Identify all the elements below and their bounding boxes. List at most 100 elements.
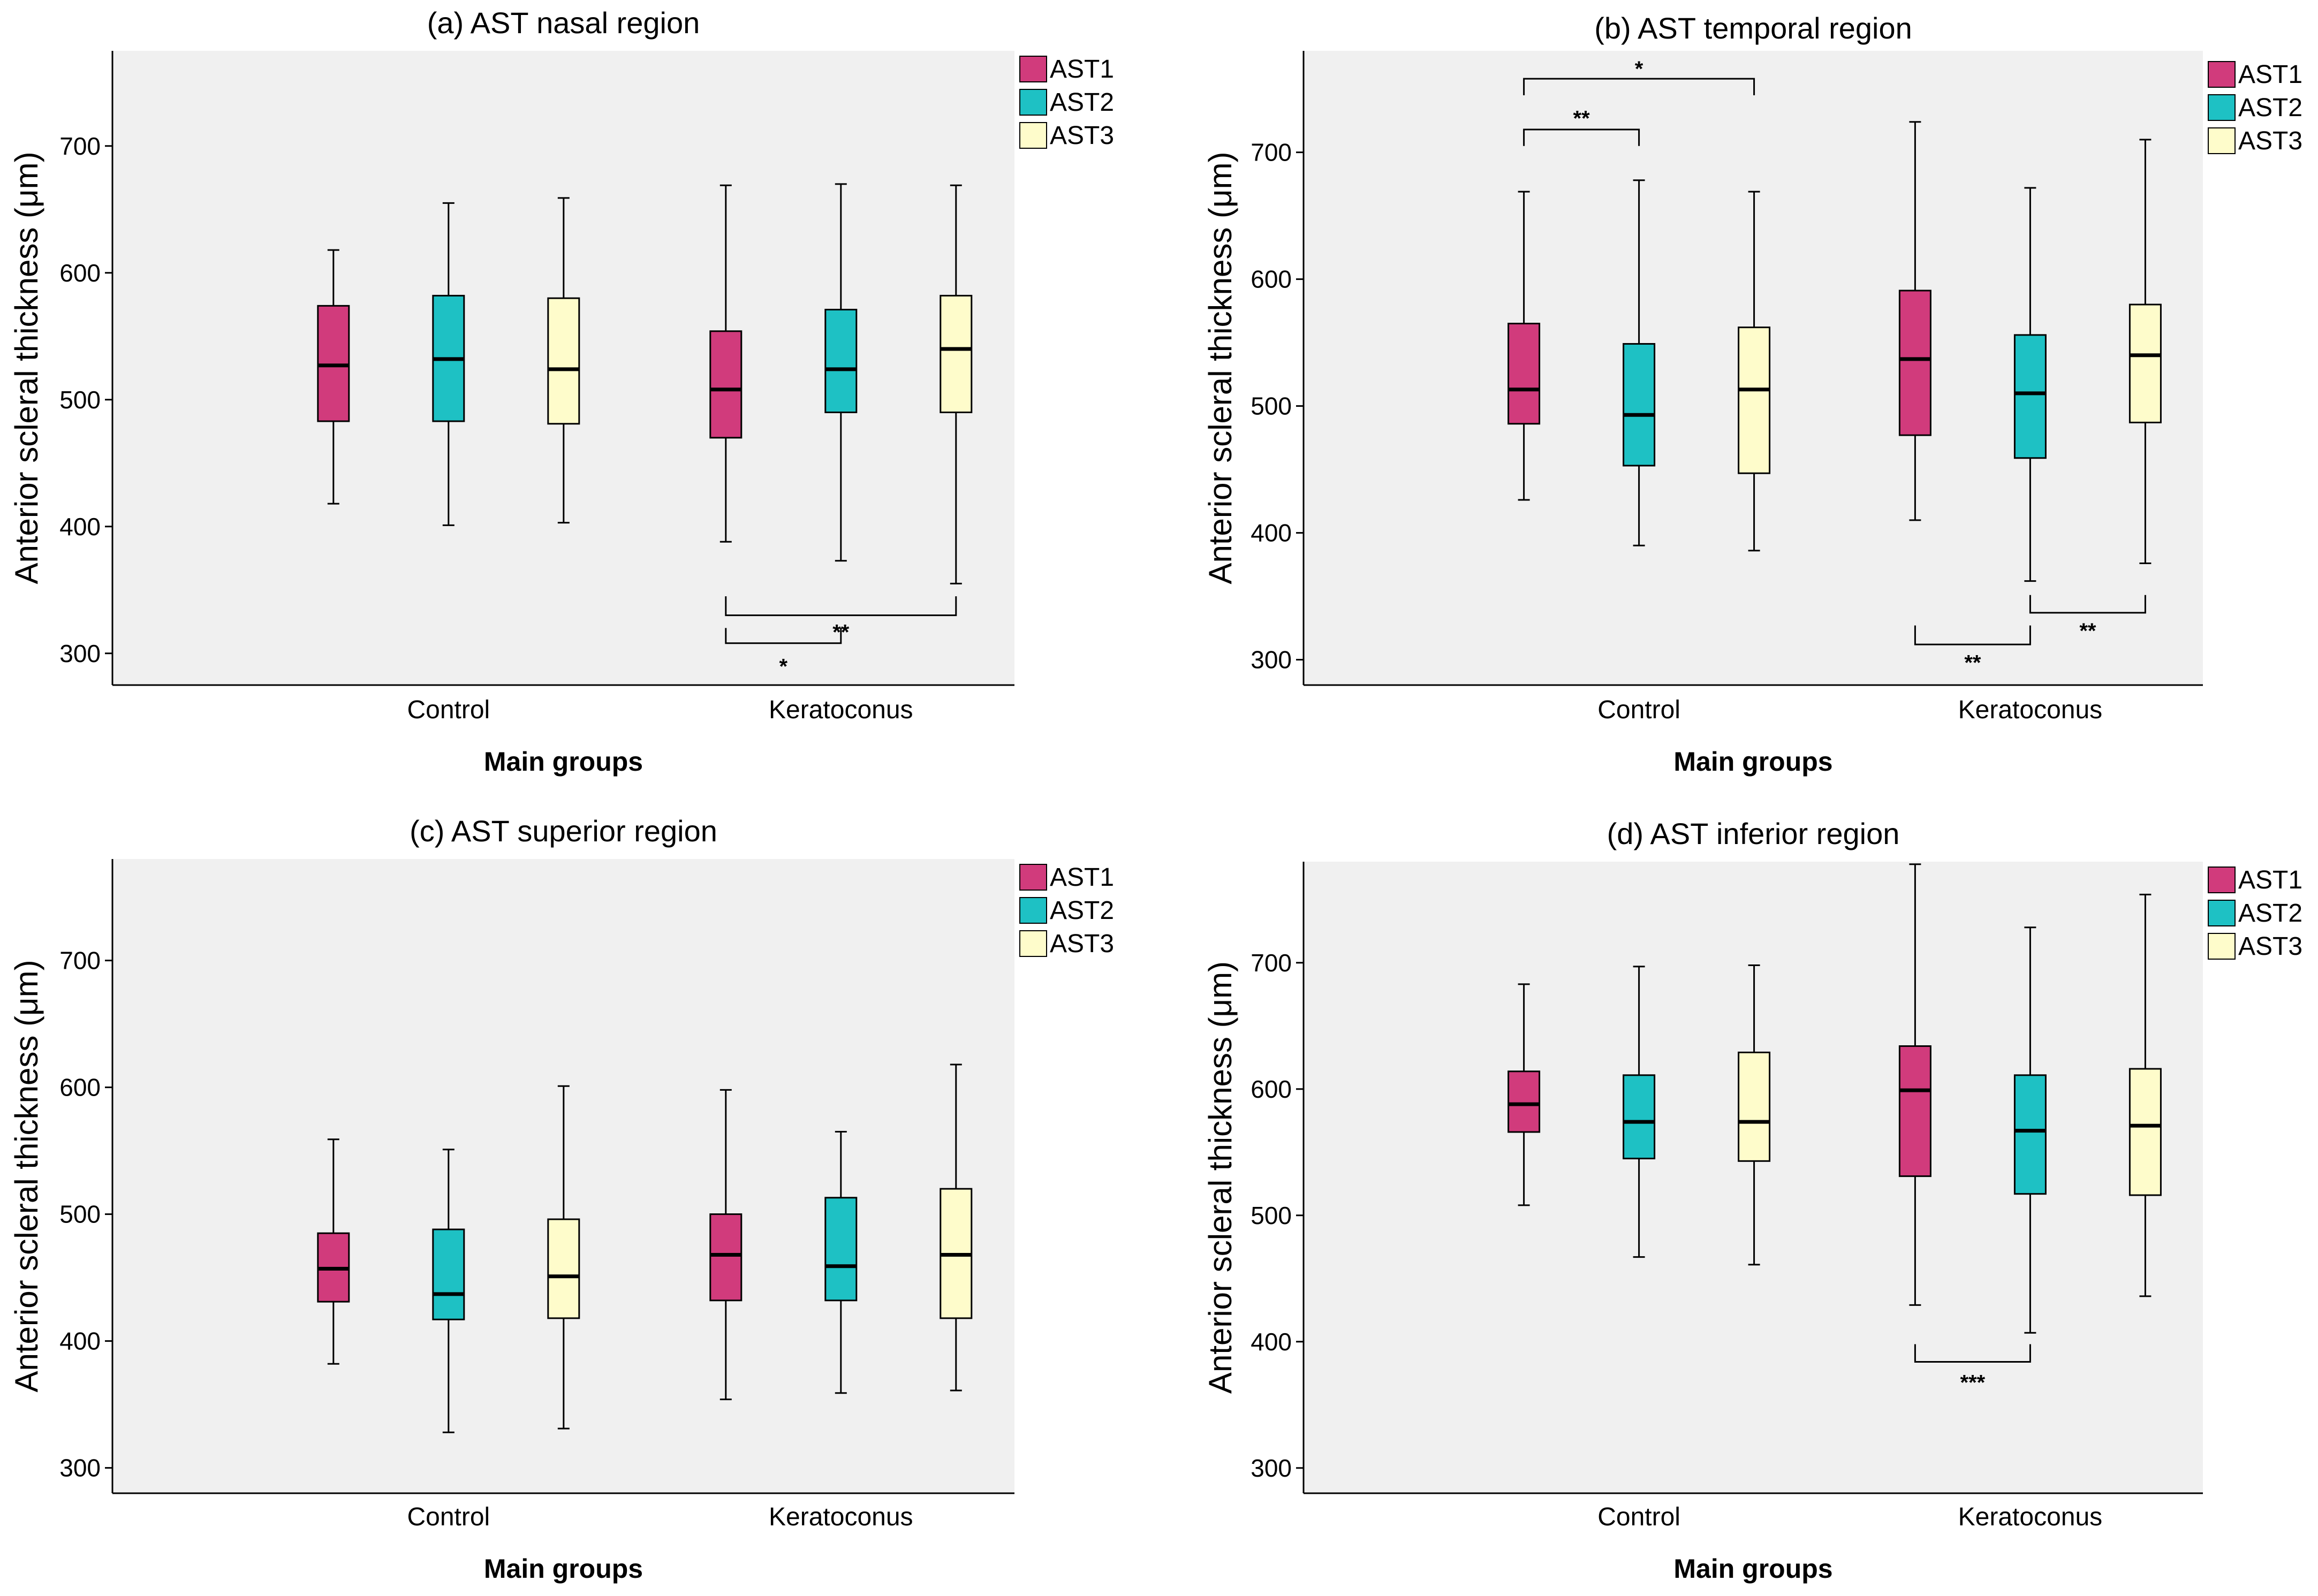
y-axis-label: Anterior scleral thickness (μm) [9, 151, 44, 584]
significance-label: ** [832, 620, 850, 644]
legend-label-ast1: AST1 [1050, 55, 1114, 83]
significance-label: *** [1960, 1371, 1986, 1394]
y-tick-label: 500 [59, 386, 101, 414]
y-tick-label: 600 [1251, 1075, 1292, 1103]
box-iqr [2128, 1068, 2162, 1196]
box-ast3-keratoconus [2128, 139, 2162, 564]
box-iqr [2013, 1074, 2047, 1195]
box-iqr [824, 1197, 858, 1302]
legend-label-ast2: AST2 [1050, 88, 1114, 117]
y-tick-label: 600 [59, 1074, 101, 1101]
chart-panel-1: (a) AST nasal region 300 400 500 600 700 Anter… [9, 6, 1114, 777]
legend: AST1 AST2 AST3 [1019, 863, 1114, 958]
y-tick-label: 400 [59, 513, 101, 541]
box-ast3-keratoconus [940, 184, 973, 584]
box-iqr [1508, 1070, 1541, 1133]
y-tick-label: 300 [59, 640, 101, 667]
box-iqr [1738, 326, 1771, 474]
legend: AST1 AST2 AST3 [2208, 60, 2302, 155]
legend-swatch-ast2 [1019, 89, 1047, 116]
y-tick-label: 300 [1251, 646, 1292, 674]
box-iqr [1898, 290, 1931, 436]
box-ast2-keratoconus [2013, 187, 2047, 582]
x-category-label: Keratoconus [769, 696, 913, 724]
x-category-label: Keratoconus [1958, 696, 2103, 724]
legend-label-ast1: AST1 [2238, 60, 2302, 89]
legend-label-ast1: AST1 [1050, 863, 1114, 892]
legend-swatch-ast3 [1019, 122, 1047, 149]
legend: AST1 AST2 AST3 [2208, 866, 2302, 961]
bracket-line [725, 628, 842, 644]
box-ast2-control [432, 1149, 465, 1433]
y-tick-label: 400 [1251, 519, 1292, 547]
significance-bracket: ** [1523, 107, 1640, 146]
chart-title: (b) AST temporal region [1594, 11, 1912, 45]
box-ast1-control [1508, 983, 1541, 1206]
box-ast1-control [317, 1138, 350, 1365]
x-category-label: Control [1597, 1503, 1680, 1531]
significance-label: ** [2079, 619, 2096, 643]
box-ast2-control [1623, 966, 1656, 1258]
box-ast3-control [547, 1085, 580, 1430]
chart-title: (a) AST nasal region [427, 6, 700, 40]
significance-bracket: ** [1914, 625, 2031, 674]
x-axis-label: Main groups [1673, 747, 1832, 777]
y-axis-label: Anterior scleral thickness (μm) [1202, 961, 1238, 1394]
box-ast3-control [1738, 191, 1771, 552]
box-iqr [709, 1213, 743, 1302]
plot-area [1304, 862, 2203, 1493]
box-ast3-control [547, 197, 580, 524]
legend-swatch-ast3 [1019, 930, 1047, 957]
box-ast3-keratoconus [940, 1063, 973, 1392]
legend-label-ast2: AST2 [2238, 899, 2302, 928]
y-tick-label: 700 [1251, 139, 1292, 166]
bracket-line [2029, 595, 2146, 614]
chart-panel-4: (d) AST inferior region 300 400 500 600 700 An… [1202, 817, 2302, 1584]
box-ast2-keratoconus [2013, 926, 2047, 1334]
legend-label-ast3: AST3 [1050, 930, 1114, 958]
x-axis-label: Main groups [484, 747, 643, 777]
legend: AST1 AST2 AST3 [1019, 55, 1114, 150]
legend-swatch-ast3 [2208, 127, 2236, 154]
chart-panel-3: (c) AST superior region 300 400 500 600 700 An… [9, 814, 1114, 1584]
x-category-label: Control [407, 696, 490, 724]
legend-swatch-ast2 [2208, 900, 2236, 926]
box-ast1-control [317, 249, 350, 505]
y-tick-label: 600 [1251, 265, 1292, 293]
box-ast2-control [432, 202, 465, 526]
box-iqr [1623, 343, 1656, 467]
significance-bracket: * [1523, 57, 1755, 95]
legend-label-ast3: AST3 [2238, 127, 2302, 155]
legend-label-ast1: AST1 [2238, 866, 2302, 894]
legend-label-ast3: AST3 [2238, 932, 2302, 961]
x-category-label: Keratoconus [769, 1503, 913, 1531]
significance-label: * [1635, 57, 1643, 81]
y-tick-label: 500 [1251, 392, 1292, 420]
bracket-line [1523, 128, 1640, 146]
box-ast1-keratoconus [1898, 863, 1931, 1306]
y-tick-label: 600 [59, 259, 101, 287]
y-axis-label: Anterior scleral thickness (μm) [1202, 151, 1238, 584]
box-ast2-control [1623, 179, 1656, 546]
legend-label-ast2: AST2 [2238, 94, 2302, 122]
y-tick-label: 700 [59, 947, 101, 975]
bracket-line [1523, 78, 1755, 95]
box-ast2-keratoconus [824, 1131, 858, 1394]
significance-bracket: ** [2029, 595, 2146, 643]
y-tick-label: 400 [1251, 1328, 1292, 1356]
chart-title: (d) AST inferior region [1607, 817, 1900, 850]
legend-swatch-ast2 [2208, 94, 2236, 121]
box-ast1-keratoconus [709, 184, 743, 543]
x-category-label: Control [407, 1503, 490, 1531]
box-iqr [2013, 334, 2047, 459]
y-tick-label: 300 [1251, 1454, 1292, 1482]
legend-swatch-ast1 [1019, 864, 1047, 891]
chart-title: (c) AST superior region [410, 814, 717, 848]
box-iqr [824, 308, 858, 413]
legend-swatch-ast1 [2208, 867, 2236, 893]
significance-label: * [779, 655, 788, 678]
box-iqr [709, 330, 743, 439]
legend-swatch-ast3 [2208, 933, 2236, 960]
box-iqr [1623, 1074, 1656, 1160]
